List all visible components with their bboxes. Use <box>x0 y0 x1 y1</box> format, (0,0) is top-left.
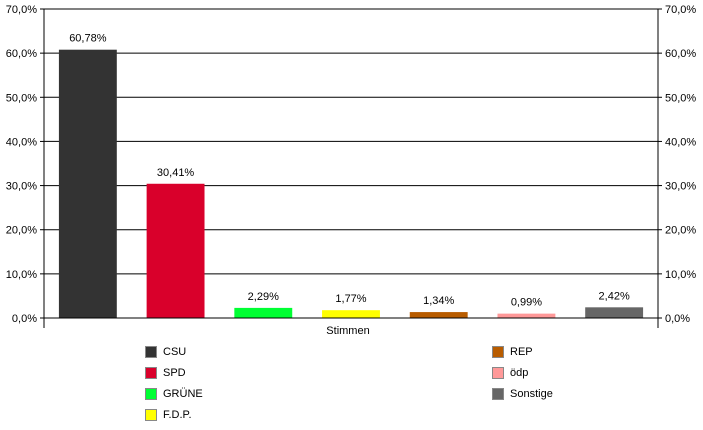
y-tick-label-right: 30,0% <box>665 181 696 193</box>
data-labels: 60,78% 30,41% 2,29% 1,77% 1,34% 0,99% 2,42% <box>69 33 630 309</box>
y-axis-right-ticks: 0,0% 10,0% 20,0% 30,0% 40,0% 50,0% 60,0% 70,0% <box>658 4 696 325</box>
bar-rep <box>409 312 468 318</box>
bar-ödp <box>497 313 556 318</box>
bar-spd <box>146 183 205 318</box>
y-tick-label-right: 20,0% <box>665 225 696 237</box>
bar-grüne <box>234 307 293 318</box>
data-label: 30,41% <box>157 167 195 179</box>
legend-label: ödp <box>510 367 529 379</box>
y-tick-label-right: 50,0% <box>665 92 696 104</box>
y-tick-label-right: 10,0% <box>665 269 696 281</box>
y-axis-left-ticks: 0,0% 10,0% 20,0% 30,0% 40,0% 50,0% 60,0% 70,0% <box>6 4 44 325</box>
y-tick-label-right: 40,0% <box>665 136 696 148</box>
y-tick-label-left: 40,0% <box>6 136 37 148</box>
legend-item: CSU <box>145 345 186 359</box>
data-label: 1,77% <box>335 293 366 305</box>
legend-label: Sonstige <box>510 388 553 400</box>
legend-item: SPD <box>145 366 186 380</box>
bar-sonstige <box>585 307 644 318</box>
legend-swatch <box>492 346 504 358</box>
data-label: 2,29% <box>248 291 279 303</box>
legend-label: F.D.P. <box>163 409 192 421</box>
legend-swatch <box>145 409 157 421</box>
legend-item: Sonstige <box>492 387 553 401</box>
y-tick-label-right: 60,0% <box>665 48 696 60</box>
legend-item: REP <box>492 345 533 359</box>
legend-label: GRÜNE <box>163 388 203 400</box>
legend-swatch <box>492 388 504 400</box>
data-label: 0,99% <box>511 297 542 309</box>
y-tick-label-left: 30,0% <box>6 181 37 193</box>
legend-label: SPD <box>163 367 186 379</box>
y-tick-label-left: 20,0% <box>6 225 37 237</box>
legend-swatch <box>145 346 157 358</box>
legend-swatch <box>492 367 504 379</box>
data-label: 1,34% <box>423 295 454 307</box>
data-label: 2,42% <box>599 290 630 302</box>
bar-chart: 0,0%10,0%20,0%30,0%40,0%50,0%60,0%70,0% … <box>6 4 697 337</box>
legend-item: GRÜNE <box>145 387 203 401</box>
legend-swatch <box>145 367 157 379</box>
legend-swatch <box>145 388 157 400</box>
gridlines <box>44 8 658 319</box>
y-tick-label-left: 50,0% <box>6 92 37 104</box>
y-tick-label-left: 60,0% <box>6 48 37 60</box>
bar-fdp <box>322 310 380 318</box>
y-tick-label-right: 70,0% <box>665 4 696 16</box>
x-axis-label: Stimmen <box>326 325 369 337</box>
legend-item: ödp <box>492 366 528 380</box>
data-label: 60,78% <box>69 33 107 45</box>
y-tick-label-left: 0,0% <box>12 313 37 325</box>
bars <box>58 49 644 319</box>
axes <box>43 9 659 328</box>
y-tick-label-right: 0,0% <box>665 313 690 325</box>
bar-csu <box>58 49 117 319</box>
y-tick-label-left: 70,0% <box>6 4 37 16</box>
legend-label: REP <box>510 346 533 358</box>
legend-label: CSU <box>163 346 187 358</box>
legend-item: F.D.P. <box>145 408 192 422</box>
y-tick-label-left: 10,0% <box>6 269 37 281</box>
